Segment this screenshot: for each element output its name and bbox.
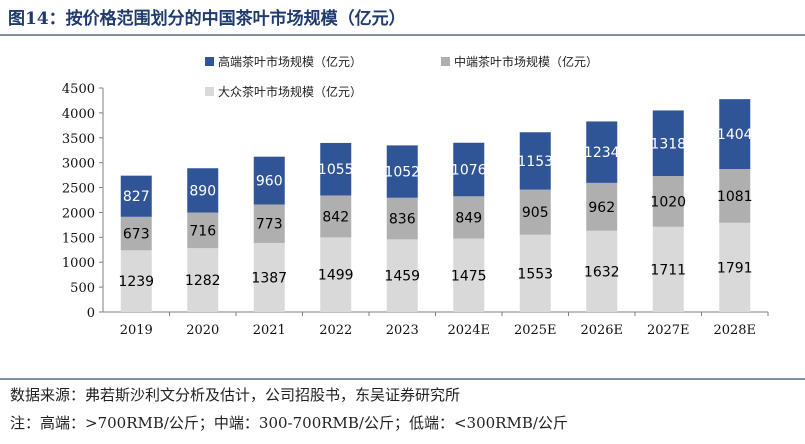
data-label: 673 bbox=[123, 227, 150, 243]
x-tick-label: 2027E bbox=[647, 323, 690, 338]
stacked-bar-chart: 高端茶叶市场规模（亿元） 中端茶叶市场规模（亿元） 大众茶叶市场规模（亿元） 0 50… bbox=[62, 54, 769, 338]
bar-segment bbox=[453, 196, 485, 239]
legend-label: 高端茶叶市场规模（亿元） bbox=[218, 54, 362, 69]
title-divider bbox=[0, 34, 805, 36]
footer-divider bbox=[0, 378, 805, 380]
bar-segment bbox=[519, 234, 551, 312]
bar-segment bbox=[652, 176, 684, 227]
y-tick-label: 3000 bbox=[62, 157, 95, 172]
y-axis: 0 500 1000 1500 2000 2500 3000 3500 4000 4500 bbox=[62, 82, 104, 321]
data-label: 827 bbox=[123, 189, 150, 205]
data-label: 1632 bbox=[584, 264, 620, 280]
bar-segment bbox=[453, 238, 485, 312]
data-label: 905 bbox=[522, 205, 549, 221]
y-tick-label: 0 bbox=[87, 306, 95, 321]
bar-segment bbox=[320, 142, 352, 196]
bar-segment bbox=[253, 204, 285, 243]
data-label: 1791 bbox=[717, 260, 753, 276]
legend: 高端茶叶市场规模（亿元） 中端茶叶市场规模（亿元） 大众茶叶市场规模（亿元） bbox=[205, 54, 598, 99]
bar-segment bbox=[253, 156, 285, 205]
data-label: 1052 bbox=[384, 165, 420, 181]
bar-segment bbox=[386, 197, 418, 240]
data-label: 1081 bbox=[717, 189, 753, 205]
y-tick-label: 1000 bbox=[62, 256, 95, 271]
x-tick-label: 2019 bbox=[120, 323, 153, 338]
data-label: 716 bbox=[189, 223, 216, 239]
bar-segment bbox=[453, 142, 485, 197]
legend-label: 中端茶叶市场规模（亿元） bbox=[454, 54, 598, 69]
bar-segment bbox=[187, 248, 219, 312]
y-tick-label: 3500 bbox=[62, 132, 95, 147]
bar-segment bbox=[120, 216, 152, 251]
bar-segment bbox=[652, 110, 684, 177]
y-tick-label: 500 bbox=[70, 281, 95, 296]
data-label: 1282 bbox=[185, 273, 221, 289]
data-label: 890 bbox=[189, 183, 216, 199]
source-note: 数据来源：弗若斯沙利文分析及估计，公司招股书，东吴证券研究所 bbox=[10, 386, 461, 404]
bar-segment bbox=[586, 121, 618, 183]
data-label: 1387 bbox=[251, 270, 287, 286]
legend-swatch bbox=[205, 57, 214, 66]
x-axis: 2019 2020 2021 2022 2023 2024E 2025E 2026E 2027E… bbox=[103, 311, 769, 338]
x-tick-label: 2024E bbox=[447, 323, 490, 338]
x-tick-label: 2021 bbox=[253, 323, 286, 338]
bar-segment bbox=[519, 189, 551, 235]
legend-swatch bbox=[205, 87, 214, 96]
data-label: 1459 bbox=[384, 269, 420, 285]
data-label: 960 bbox=[256, 174, 283, 190]
data-label: 849 bbox=[455, 210, 482, 226]
definition-note: 注：高端：>700RMB/公斤；中端：300-700RMB/公斤；低端：<300… bbox=[10, 414, 568, 432]
data-label: 842 bbox=[322, 209, 349, 225]
x-tick-label: 2028E bbox=[713, 323, 756, 338]
bar-segment bbox=[719, 99, 751, 170]
data-label: 1020 bbox=[650, 194, 686, 210]
y-tick-label: 2500 bbox=[62, 182, 95, 197]
x-tick-label: 2026E bbox=[580, 323, 623, 338]
bar-segment bbox=[120, 250, 152, 312]
data-label: 1055 bbox=[318, 162, 354, 178]
x-tick-label: 2020 bbox=[186, 323, 219, 338]
data-label: 1239 bbox=[118, 274, 154, 290]
y-tick-label: 4500 bbox=[62, 82, 95, 97]
bar-segment bbox=[586, 230, 618, 312]
bar-segment bbox=[253, 242, 285, 312]
data-label: 1499 bbox=[318, 268, 354, 284]
data-label: 1553 bbox=[517, 266, 553, 282]
chart-title: 图14：按价格范围划分的中国茶叶市场规模（亿元） bbox=[8, 9, 406, 29]
data-label: 1475 bbox=[451, 268, 487, 284]
x-tick-label: 2023 bbox=[386, 323, 419, 338]
bar-segment bbox=[320, 195, 352, 238]
bars bbox=[120, 99, 751, 312]
data-label: 1234 bbox=[584, 145, 620, 161]
data-label: 1076 bbox=[451, 163, 487, 179]
bar-segment bbox=[320, 237, 352, 312]
bar-segment bbox=[719, 222, 751, 312]
y-tick-label: 1500 bbox=[62, 231, 95, 246]
legend-label: 大众茶叶市场规模（亿元） bbox=[218, 84, 362, 99]
bar-segment bbox=[187, 168, 219, 213]
bar-segment bbox=[652, 226, 684, 312]
data-label: 773 bbox=[256, 217, 283, 233]
legend-swatch bbox=[441, 57, 450, 66]
bar-segment bbox=[586, 182, 618, 231]
x-tick-label: 2022 bbox=[319, 323, 352, 338]
data-label: 1711 bbox=[650, 262, 686, 278]
data-labels: 1239 673 827 1282 716 890 1387 773 960 1499 842 105… bbox=[118, 127, 752, 290]
data-label: 1318 bbox=[650, 136, 686, 152]
data-label: 836 bbox=[389, 212, 416, 228]
x-tick-label: 2025E bbox=[514, 323, 557, 338]
bar-segment bbox=[187, 212, 219, 249]
data-label: 1153 bbox=[517, 154, 553, 170]
y-tick-label: 4000 bbox=[62, 107, 95, 122]
bar-segment bbox=[719, 169, 751, 223]
bar-segment bbox=[386, 145, 418, 198]
bar-segment bbox=[120, 175, 152, 217]
data-label: 1404 bbox=[717, 127, 753, 143]
bar-segment bbox=[519, 132, 551, 190]
y-tick-label: 2000 bbox=[62, 206, 95, 221]
data-label: 962 bbox=[588, 200, 615, 216]
bar-segment bbox=[386, 239, 418, 312]
